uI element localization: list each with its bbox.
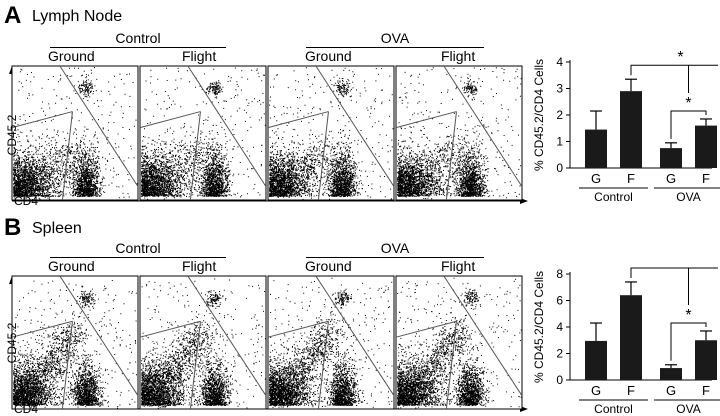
panel-a-y-axis-label: % CD45.2/CD4 Cells [532,59,546,171]
panel-b-group-label-1: Control [594,402,633,416]
panel-b-letter: B [4,214,22,241]
panel-a-significance-star-1: * [685,95,691,112]
panel-a-error-bar-1 [590,110,602,130]
panel-b-ytick-label: 2 [556,347,563,361]
panel-b-bar-1 [585,340,607,380]
panel-a-plot3-condition: Ground [305,48,352,64]
panel-b-bar-4 [695,340,717,380]
panel-a-flow-plot-1 [11,65,139,201]
panel-a-control-underline [50,47,226,48]
panel-a-ytick-label: 2 [556,108,563,122]
panel-a-category-label-2: F [627,171,635,186]
panel-a-error-bar-3 [665,142,677,149]
panel-b-flow-plot-2 [139,275,267,410]
panel-a-flow-plot-3 [267,65,395,201]
panel-a-ytick-label: 1 [556,135,563,149]
panel-a-group-ova: OVA [380,30,410,46]
panel-b-ytick-label: 4 [556,320,563,334]
panel-b-ytick-label: 8 [556,267,563,281]
panel-a-bar-chart: 0 1 2 3 4 % CD45.2/CD4 Cells G F G F Control OVA * * [532,50,720,204]
panel-b-group-label-2: OVA [676,402,700,416]
panel-b-plot4-condition: Flight [441,258,476,274]
panel-b-plot2-condition: Flight [182,258,217,274]
panel-a-bar-2 [620,91,642,168]
panel-a-ytick-label: 0 [556,161,563,175]
panel-b-group-ova: OVA [380,240,410,256]
panel-b-significance-bracket-1 [670,322,707,361]
panel-a-error-bar-2 [625,78,637,92]
panel-b-bar-3 [660,368,682,380]
panel-a-y-axis-label: CD45.2 [5,114,19,156]
panel-b-control-underline [50,257,226,258]
panel-b-error-bar-2 [625,281,637,296]
panel-a-letter: A [4,2,22,29]
panel-a-group-label-1: Control [594,190,633,204]
panel-a-flow-plot-2 [139,65,267,201]
panel-a-bar-4 [695,125,717,168]
panel-b-significance-star-1: * [685,307,691,324]
panel-a-title: Lymph Node [32,8,123,25]
panel-b-group-control: Control [115,240,161,256]
panel-a-plot4-condition: Flight [441,48,476,64]
panel-b-error-bar-1 [590,322,602,341]
panel-a-plot2-condition: Flight [182,48,217,64]
panel-a-flow-plots [9,65,528,204]
panel-b-category-label-4: F [702,383,710,398]
panel-a-error-bar-4 [700,118,712,126]
panel-a-category-label-4: F [702,171,710,186]
panel-b-x-axis-label: CD4 [14,402,39,416]
panel-a-group-control: Control [115,30,161,46]
panel-a-ytick-label: 3 [556,82,563,96]
panel-b-error-bar-3 [665,364,677,369]
panel-a-plot1-condition: Ground [48,48,95,64]
panel-b-ytick-label: 0 [556,373,563,387]
panel-b-plot3-condition: Ground [305,258,352,274]
panel-b-significance-star-2: * [677,262,683,269]
panel-b-y-axis-label: % CD45.2/CD4 Cells [532,271,546,383]
panel-b-plot1-condition: Ground [48,258,95,274]
panel-b-y-axis-label: CD45.2 [5,322,19,364]
panel-b-flow-plot-4 [395,275,523,410]
panel-b-category-label-2: F [627,383,635,398]
panel-a-category-label-1: G [591,171,601,186]
panel-b-ytick-label: 6 [556,294,563,308]
panel-a-x-axis-label: CD4 [14,194,39,208]
panel-b-error-bar-4 [700,330,712,341]
panel-b-significance-bracket-2 [630,267,718,305]
panel-b-ova-underline [306,257,484,258]
panel-a-significance-star-2: * [677,50,683,66]
panel-a-flow-plot-4 [395,65,523,201]
panel-a-category-label-3: G [666,171,676,186]
panel-b-title: Spleen [32,220,82,237]
panel-b-flow-plot-3 [267,275,395,410]
panel-b-flow-plot-1 [11,275,139,410]
panel-a-ytick-label: 4 [556,55,563,69]
panel-a-significance-bracket-1 [670,110,707,139]
panel-a-ova-underline [306,47,484,48]
panel-b-bar-chart: 0 2 4 6 8 % CD45.2/CD4 Cells G F G F Control OVA * * [532,262,720,416]
panel-a-group-label-2: OVA [676,190,700,204]
panel-a-significance-bracket-2 [630,64,718,93]
panel-a-bar-3 [660,148,682,168]
panel-b-bar-2 [620,295,642,380]
panel-b-category-label-3: G [666,383,676,398]
panel-b-category-label-1: G [591,383,601,398]
panel-a-bar-1 [585,129,607,168]
panel-b-flow-plots [9,275,528,412]
